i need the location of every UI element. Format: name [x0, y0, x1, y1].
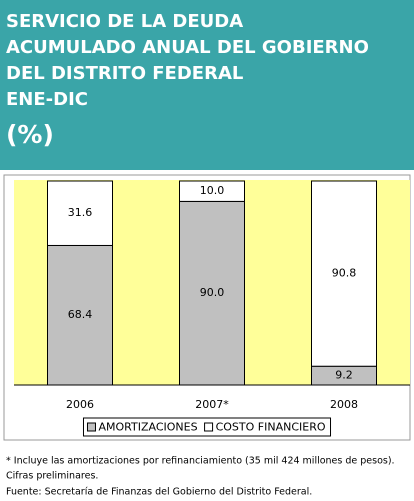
- title-line: SERVICIO DE LA DEUDA: [6, 11, 243, 32]
- legend-box: [82, 417, 332, 437]
- note: * Incluye las amortizaciones por refinan…: [6, 456, 395, 467]
- bar-segment: [179, 200, 245, 386]
- note: Cifras preliminares.: [6, 471, 98, 482]
- legend-label: COSTO FINANCIERO: [216, 421, 326, 434]
- value-label: 68.4: [68, 308, 93, 321]
- title-line: ENE-DIC: [6, 89, 88, 110]
- title-line: ACUMULADO ANUAL DEL GOBIERNO: [6, 37, 369, 58]
- note: Fuente: Secretaría de Finanzas del Gobie…: [6, 487, 312, 498]
- legend-label: AMORTIZACIONES: [98, 421, 197, 434]
- title-line: DEL DISTRITO FEDERAL: [6, 63, 243, 84]
- x-tick-label: 2006: [66, 398, 94, 411]
- value-label: 9.2: [335, 369, 353, 382]
- value-label: 10.0: [200, 184, 225, 197]
- subtitle: (%): [6, 120, 54, 149]
- bar-segment: [47, 244, 113, 386]
- value-label: 90.8: [332, 267, 357, 280]
- x-tick-label: 2008: [330, 398, 358, 411]
- bar-segment: [311, 180, 377, 367]
- bar-segment: [47, 180, 113, 246]
- x-tick-label: 2007*: [195, 398, 229, 411]
- legend-swatch: [204, 422, 214, 432]
- value-label: 90.0: [200, 286, 225, 299]
- value-label: 31.6: [68, 206, 93, 219]
- header: [0, 0, 414, 170]
- bar-segment: [179, 180, 245, 202]
- legend-swatch: [86, 422, 96, 432]
